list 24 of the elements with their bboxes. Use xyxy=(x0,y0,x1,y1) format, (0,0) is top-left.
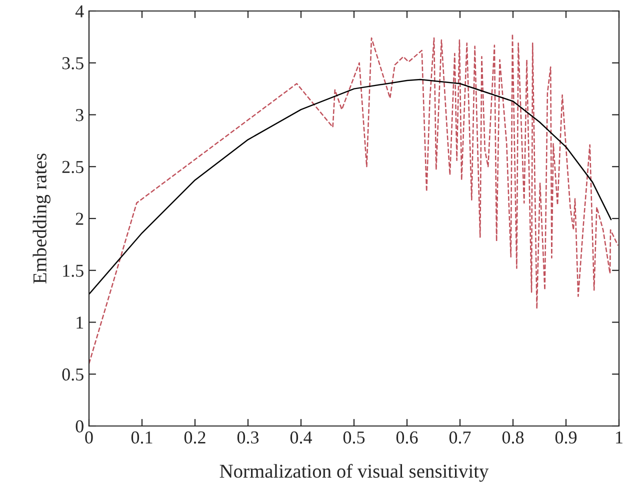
line-series xyxy=(89,78,612,295)
x-tick-label: 0.9 xyxy=(555,431,577,444)
y-tick-label: 1 xyxy=(76,316,84,329)
x-axis-title: Normalization of visual sensitivity xyxy=(220,464,489,482)
x-tick-label: 0.7 xyxy=(449,431,471,444)
y-tick-label: 2 xyxy=(76,212,84,225)
x-tick-label: 0.1 xyxy=(131,431,152,444)
x-tick-label: 1 xyxy=(616,431,622,444)
line-series xyxy=(89,33,619,364)
y-tick-label: 0.5 xyxy=(62,368,84,381)
y-tick-label: 3 xyxy=(76,109,84,122)
x-tick-label: 0.2 xyxy=(184,431,206,444)
x-tick-label: 0.4 xyxy=(290,431,312,444)
y-tick-label: 0 xyxy=(76,420,84,432)
y-axis-title: Embedding rates xyxy=(32,154,50,284)
x-tick-label: 0.3 xyxy=(237,431,259,444)
y-tick-label: 1.5 xyxy=(63,264,84,277)
x-tick-label: 0.8 xyxy=(502,431,524,444)
x-tick-label: 0.5 xyxy=(343,431,365,444)
y-tick-label: 3.5 xyxy=(62,57,84,70)
x-tick-label: 0.6 xyxy=(396,431,418,444)
y-tick-label: 2.5 xyxy=(62,160,84,174)
x-tick-label: 0 xyxy=(85,431,93,444)
y-tick-label: 4 xyxy=(75,5,84,18)
